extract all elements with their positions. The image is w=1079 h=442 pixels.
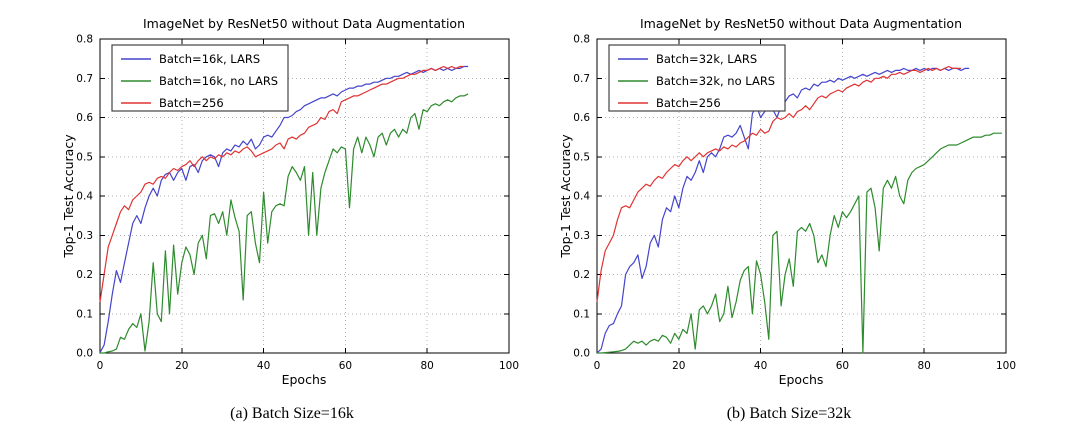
legend-label-baseline: Batch=256: [159, 96, 224, 110]
y-tick-label: 0.2: [573, 269, 590, 281]
y-tick-label: 0.0: [76, 348, 93, 360]
x-tick-label: 40: [257, 360, 270, 372]
x-tick-label: 100: [996, 360, 1016, 372]
legend-label-lars: Batch=16k, LARS: [159, 52, 260, 66]
x-tick-label: 60: [339, 360, 352, 372]
subfigure-caption-b: (b) Batch Size=32k: [727, 405, 852, 422]
y-tick-label: 0.6: [76, 112, 93, 124]
series-line: [99, 65, 469, 353]
y-tick-label: 0.2: [76, 269, 93, 281]
series-lines: [99, 65, 469, 354]
x-tick-label: 60: [836, 360, 849, 372]
y-tick-label: 0.1: [573, 308, 590, 320]
y-tick-label: 0.6: [573, 112, 590, 124]
legend-box: [111, 44, 289, 112]
x-tick-label: 100: [499, 360, 519, 372]
y-tick-label: 0.8: [76, 34, 93, 46]
subfigure-caption-a: (a) Batch Size=16k: [230, 405, 354, 422]
y-tick-label: 0.7: [573, 73, 590, 85]
x-tick-label: 0: [594, 360, 601, 372]
x-tick-label: 80: [421, 360, 434, 372]
legend: Batch=32k, LARS Batch=32k, no LARS Batch…: [608, 44, 786, 112]
legend-label-nolars: Batch=16k, no LARS: [159, 74, 278, 88]
chart-a-canvas: 0 20 40 60 80 1000.00.10.20.30.40.50.60.70.8 …: [61, 16, 519, 422]
legend-label-lars: Batch=32k, LARS: [656, 52, 757, 66]
y-tick-label: 0.3: [573, 230, 590, 242]
y-tick-label: 0.5: [573, 151, 590, 163]
y-tick-label: 0.4: [573, 191, 590, 203]
x-tick-label: 20: [672, 360, 685, 372]
legend-label-nolars: Batch=32k, no LARS: [656, 74, 775, 88]
series-line: [100, 93, 469, 354]
series-line: [99, 65, 464, 303]
legend-label-baseline: Batch=256: [656, 96, 721, 110]
x-tick-label: 0: [97, 360, 104, 372]
chart-b-canvas: 0 20 40 60 80 1000.00.10.20.30.40.50.60.70.8 …: [558, 16, 1016, 422]
y-tick-label: 0.1: [76, 308, 93, 320]
series-line: [597, 132, 1002, 354]
tick-labels: 0 20 40 60 80 100 0.0 0.1 0.2 0.3 0.4 0.5 0.6 0.7 0.8: [573, 34, 1016, 373]
x-tick-label: 80: [918, 360, 931, 372]
x-tick-label: 20: [175, 360, 188, 372]
chart-title: ImageNet by ResNet50 without Data Augmen…: [640, 16, 962, 31]
y-axis-label: Top-1 Test Accuracy: [61, 134, 76, 259]
y-tick-label: 0.7: [76, 73, 93, 85]
y-tick-label: 0.0: [573, 348, 590, 360]
series-line: [596, 65, 961, 303]
x-axis-label: Epochs: [282, 372, 327, 387]
chart-batch32k: 0 20 40 60 80 100 0.0 0.1 0.2 0.3 0.4 0.5 0.6 0.7 0.8 …: [497, 0, 1037, 442]
y-tick-label: 0.8: [573, 34, 590, 46]
x-axis-label: Epochs: [779, 372, 824, 387]
x-tick-label: 40: [754, 360, 767, 372]
y-tick-label: 0.5: [76, 151, 93, 163]
tick-labels: 0 20 40 60 80 100 0.0 0.1 0.2 0.3 0.4 0.5 0.6 0.7 0.8: [76, 34, 519, 373]
legend-box: [608, 44, 786, 112]
chart-batch16k: 0 20 40 60 80 100 0.0 0.1 0.2 0.3 0.4 0.5 0.6 0.7 0.8 …: [61, 16, 519, 422]
y-tick-label: 0.3: [76, 230, 93, 242]
chart-title: ImageNet by ResNet50 without Data Augmen…: [143, 16, 465, 31]
legend: Batch=16k, LARS Batch=16k, no LARS Batch…: [111, 44, 289, 112]
y-tick-label: 0.4: [76, 191, 93, 203]
y-axis-label: Top-1 Test Accuracy: [558, 134, 573, 259]
